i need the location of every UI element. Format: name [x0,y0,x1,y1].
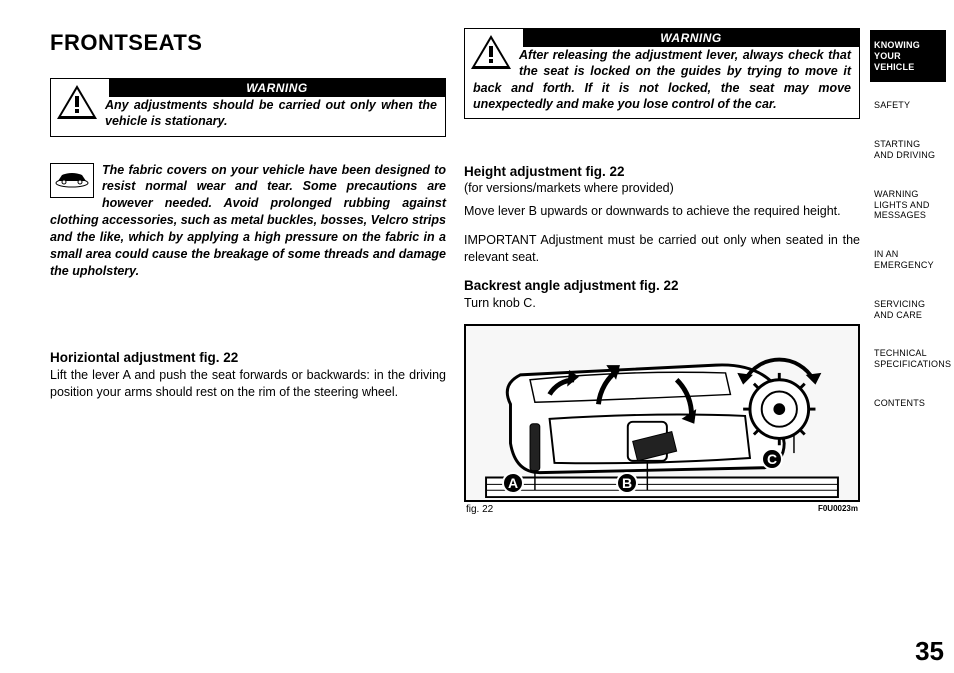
tab-servicing[interactable]: SERVICING AND CARE [870,289,946,331]
tab-knowing-vehicle[interactable]: KNOWING YOUR VEHICLE [870,30,946,82]
warning-box-2: WARNING After releasing the adjustment l… [464,28,860,119]
label-a: A [502,472,524,494]
horiz-heading: Horiziontal adjustment fig. 22 [50,350,446,365]
warning-icon [55,83,99,126]
tab-starting-driving[interactable]: STARTING AND DRIVING [870,129,946,171]
section-tabs: KNOWING YOUR VEHICLE SAFETY STARTING AND… [870,0,954,673]
warning-title: WARNING [109,79,445,97]
label-b: B [616,472,638,494]
figure-frame: A B C [464,324,860,502]
left-column: FRONTSEATS WARNING Any adjustments shoul… [50,30,446,663]
page: FRONTSEATS WARNING Any adjustments shoul… [0,0,954,673]
fabric-note: The fabric covers on your vehicle have b… [50,162,446,280]
figure-number: fig. 22 [466,504,493,515]
warning-title: WARNING [523,29,859,47]
backrest-heading: Backrest angle adjustment fig. 22 [464,278,860,293]
page-title: FRONTSEATS [50,30,446,56]
tab-emergency[interactable]: IN AN EMERGENCY [870,239,946,281]
figure-code: F0U0023m [818,504,858,515]
right-column: WARNING After releasing the adjustment l… [464,30,860,663]
page-number: 35 [915,636,944,667]
warning-icon [469,33,513,76]
note-text: The fabric covers on your vehicle have b… [50,162,446,280]
figure-caption: fig. 22 F0U0023m [464,502,860,515]
horiz-body: Lift the lever A and push the seat forwa… [50,367,446,401]
tab-safety[interactable]: SAFETY [870,90,946,121]
warning-box-1: WARNING Any adjustments should be carrie… [50,78,446,137]
seat-diagram [466,326,858,500]
figure-22: A B C fig. 22 F0U0023m [464,324,860,515]
height-heading: Height adjustment fig. 22 [464,164,860,179]
content-area: FRONTSEATS WARNING Any adjustments shoul… [0,0,870,673]
backrest-body: Turn knob C. [464,295,860,312]
car-icon [50,163,94,198]
tab-contents[interactable]: CONTENTS [870,388,946,419]
height-sub: (for versions/markets where provided) [464,181,860,195]
tab-warning-lights[interactable]: WARNING LIGHTS AND MESSAGES [870,179,946,231]
tab-technical[interactable]: TECHNICAL SPECIFICATIONS [870,338,946,380]
label-c: C [761,448,783,470]
height-body1: Move lever B upwards or downwards to ach… [464,203,860,220]
height-body2: IMPORTANT Adjustment must be carried out… [464,232,860,266]
